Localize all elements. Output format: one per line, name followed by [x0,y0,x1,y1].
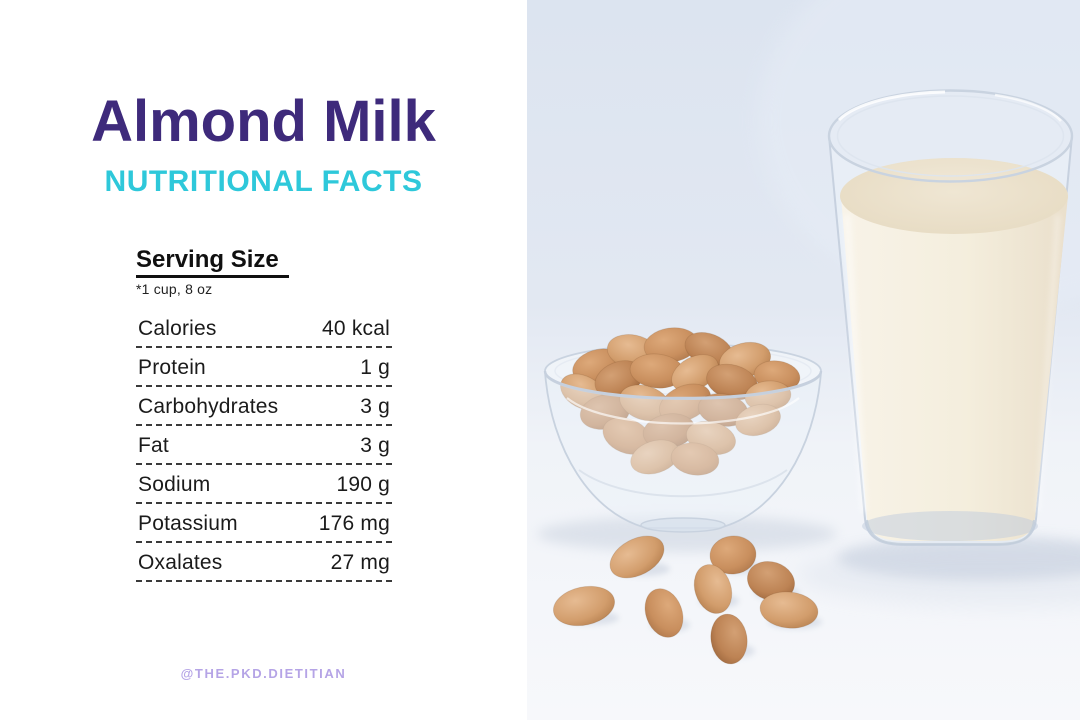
page-title: Almond Milk [91,89,436,154]
milk-glass [827,89,1074,546]
nutrient-row: Protein 1 g [136,348,392,388]
nutrient-row: Potassium 176 mg [136,504,392,544]
nutrient-label: Carbohydrates [138,395,279,419]
page-subtitle: NUTRITIONAL FACTS [104,165,423,198]
nutrient-label: Sodium [138,473,211,497]
nutrient-value: 3 g [360,434,390,458]
serving-size-note: *1 cup, 8 oz [136,281,213,298]
nutrient-label: Protein [138,356,206,380]
nutrient-row: Oxalates 27 mg [136,543,392,583]
facts-panel: Almond Milk NUTRITIONAL FACTS Serving Si… [0,0,527,720]
social-handle: @THE.PKD.DIETITIAN [180,666,347,681]
nutrient-row: Carbohydrates 3 g [136,387,392,427]
serving-size-heading: Serving Size [136,246,289,279]
shadows [537,516,1080,607]
nutrient-value: 176 mg [318,512,390,536]
scattered-almonds [553,535,822,665]
nutrient-value: 27 mg [330,551,390,575]
nutrient-label: Fat [138,434,169,458]
nutrient-value: 40 kcal [322,317,390,341]
photo-panel [527,0,1080,720]
nutrient-row: Fat 3 g [136,426,392,466]
nutrient-label: Oxalates [138,551,223,575]
nutrient-value: 1 g [360,356,390,380]
nutrient-label: Calories [138,317,217,341]
nutrient-value: 3 g [360,395,390,419]
nutrition-facts-block: Serving Size *1 cup, 8 oz Calories 40 kca… [136,246,392,583]
nutrient-value: 190 g [336,473,390,497]
nutrient-row: Sodium 190 g [136,465,392,505]
almond-bowl [543,327,823,533]
nutrient-row: Calories 40 kcal [136,309,392,349]
nutrient-label: Potassium [138,512,238,536]
almonds-in-bowl [560,327,801,476]
photo-illustration [527,0,1080,720]
nutrient-table: Calories 40 kcal Protein 1 g Carbohydrates 3 … [136,309,392,583]
